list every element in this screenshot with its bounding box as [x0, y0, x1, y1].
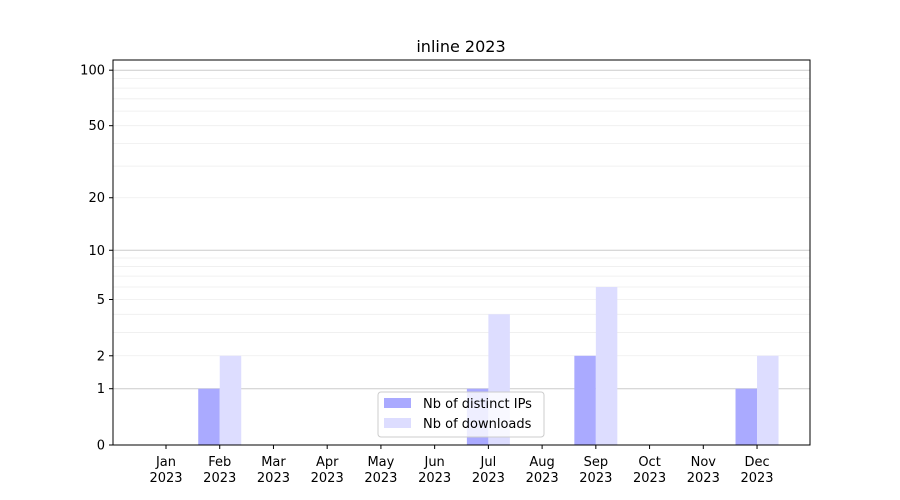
- x-tick-label: Sep 2023: [579, 455, 612, 486]
- y-tick-label: 100: [80, 64, 105, 79]
- bar-distinct-ips: [735, 388, 758, 445]
- legend: Nb of distinct IPs Nb of downloads: [377, 391, 545, 438]
- y-tick-label: 2: [97, 349, 105, 364]
- bar-downloads: [219, 355, 242, 445]
- x-tick-label: Aug 2023: [526, 455, 559, 486]
- x-tick-label: Jul 2023: [472, 455, 505, 486]
- chart-title: inline 2023: [416, 37, 505, 56]
- x-tick-label: Mar 2023: [257, 455, 290, 486]
- y-tick-label: 50: [88, 119, 105, 134]
- plot-area: [112, 59, 811, 446]
- x-tick-label: Dec 2023: [740, 455, 773, 486]
- x-tick-label: Oct 2023: [633, 455, 666, 486]
- x-tick-label: Apr 2023: [311, 455, 344, 486]
- legend-swatch: [384, 418, 411, 428]
- bar-distinct-ips: [574, 355, 596, 445]
- legend-label: Nb of downloads: [423, 417, 532, 432]
- y-tick-label: 20: [88, 191, 105, 206]
- legend-label: Nb of distinct IPs: [423, 397, 532, 412]
- bar-downloads: [757, 355, 779, 445]
- y-tick-label: 0: [97, 439, 105, 454]
- x-tick-label: Feb 2023: [203, 455, 236, 486]
- x-tick-label: Nov 2023: [687, 455, 720, 486]
- y-tick-label: 5: [97, 293, 105, 308]
- y-tick-label: 1: [97, 382, 105, 397]
- bar-downloads: [595, 286, 618, 445]
- x-tick-label: May 2023: [364, 455, 397, 486]
- bar-distinct-ips: [198, 388, 220, 445]
- x-tick-label: Jun 2023: [418, 455, 451, 486]
- legend-box: [377, 391, 545, 438]
- y-tick-label: 10: [88, 244, 105, 259]
- legend-swatch: [384, 398, 411, 408]
- x-tick-label: Jan 2023: [149, 455, 182, 486]
